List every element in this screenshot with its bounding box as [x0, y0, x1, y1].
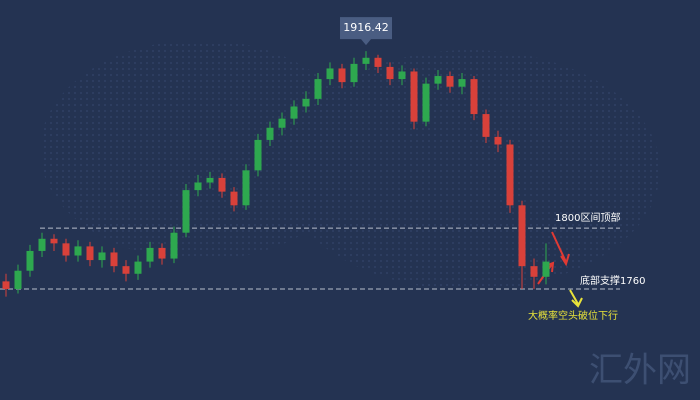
candle-body [398, 71, 406, 80]
candle-body [530, 266, 538, 277]
candle-body [518, 205, 526, 267]
candle-body [374, 57, 382, 67]
candle-body [410, 71, 418, 122]
candle-body [14, 270, 22, 289]
candle-body [158, 247, 166, 259]
candle-body [194, 182, 202, 191]
candle-body [434, 76, 442, 84]
candle-body [542, 261, 550, 277]
candle-body [230, 191, 238, 206]
arrow-note [569, 289, 583, 308]
candle-body [86, 246, 94, 261]
candle-body [206, 177, 214, 183]
candle-body [146, 247, 154, 262]
candle-body [482, 114, 490, 137]
peak-label: 1916.42 [343, 21, 389, 34]
peak-callout [340, 17, 392, 46]
candle-body [74, 246, 82, 256]
candle-body [62, 243, 70, 256]
candle-body [278, 118, 286, 128]
arrow-down [551, 231, 570, 267]
candle-body [50, 238, 58, 244]
candle-body [170, 232, 178, 259]
candle-body [26, 250, 34, 271]
candle-body [494, 136, 502, 145]
candle-body [338, 68, 346, 83]
watermark: 汇外网 [589, 351, 691, 391]
candle-body [422, 83, 430, 122]
map-decoration [280, 50, 660, 290]
candle-body [362, 57, 370, 64]
candle-body [38, 238, 46, 251]
candle-body [122, 266, 130, 274]
candle-body [98, 252, 106, 261]
candle-body [386, 66, 394, 80]
candle-body [350, 63, 358, 83]
candle-body [302, 98, 310, 107]
candle-body [2, 281, 10, 289]
candle-body [446, 76, 454, 87]
map-decoration [40, 40, 360, 260]
candle-body [242, 170, 250, 206]
candle-body [182, 190, 190, 233]
candle-body [458, 79, 466, 87]
candle-body [266, 127, 274, 140]
candle-body [470, 79, 478, 115]
candle-body [326, 68, 334, 80]
annotation: 大概率空头破位下行 [528, 309, 618, 322]
candle-body [506, 144, 514, 206]
candle-body [254, 139, 262, 171]
candle-body [134, 261, 142, 274]
level-label: 底部支撑1760 [580, 274, 645, 287]
candle-body [218, 177, 226, 192]
candle-body [110, 252, 118, 267]
candle-body [314, 79, 322, 99]
candle-body [290, 106, 298, 119]
level-label: 1800区间顶部 [555, 211, 620, 224]
